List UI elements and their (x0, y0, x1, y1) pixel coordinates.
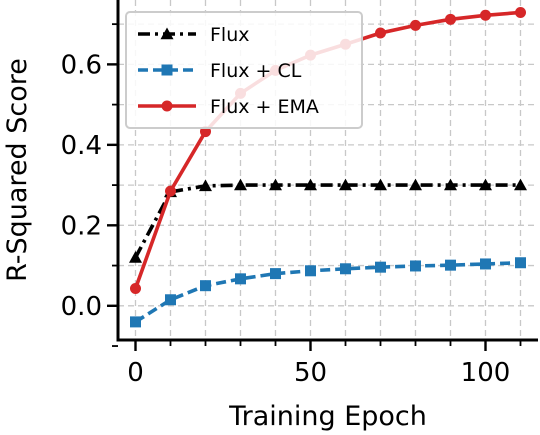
data-point-square (130, 316, 141, 328)
x-tick-label: 0 (127, 358, 144, 388)
data-point-square (515, 257, 526, 269)
data-point-triangle (160, 27, 174, 40)
x-axis-label: Training Epoch (228, 401, 427, 432)
data-point-circle (165, 185, 176, 197)
data-point-circle (410, 19, 421, 31)
data-point-square (445, 259, 456, 271)
data-point-triangle (129, 251, 142, 263)
data-point-square (340, 263, 351, 275)
data-point-square (161, 64, 173, 76)
x-tick-label: 100 (461, 358, 511, 388)
legend-frame (125, 11, 363, 129)
series-line (133, 183, 521, 259)
axes (116, 0, 538, 342)
x-tick-label: 50 (294, 358, 327, 388)
data-point-square (200, 280, 211, 292)
data-point-triangle (374, 178, 387, 191)
data-point-triangle (304, 178, 317, 191)
data-point-square (270, 268, 281, 280)
data-point-square (480, 258, 491, 270)
legend-label: Flux + EMA (210, 96, 319, 118)
data-point-circle (130, 282, 141, 294)
data-point-triangle (234, 178, 247, 191)
data-point-circle (375, 27, 386, 39)
data-point-triangle (479, 178, 492, 191)
data-point-circle (480, 9, 491, 21)
y-tick-label: 0.6 (61, 50, 102, 80)
data-point-square (410, 260, 421, 272)
data-point-circle (515, 6, 526, 18)
data-point-square (165, 294, 176, 306)
y-tick-label: 0.0 (61, 292, 102, 322)
y-tick-label: 0.2 (61, 211, 102, 241)
data-point-triangle (409, 178, 422, 191)
y-tick-label: 0.4 (61, 131, 102, 161)
series-0 (129, 178, 527, 263)
y-axis-label: R-Squared Score (2, 58, 33, 282)
data-point-triangle (199, 179, 212, 192)
legend-label: Flux (210, 24, 250, 46)
data-point-triangle (444, 178, 457, 191)
series-1 (130, 257, 526, 328)
legend-label: Flux + CL (210, 60, 302, 82)
data-point-square (235, 273, 246, 285)
data-point-square (375, 261, 386, 273)
ticks: 0 50 100 0.0 0.2 0.4 0.6 (61, 23, 522, 388)
data-point-triangle (339, 178, 352, 191)
data-point-circle (445, 13, 456, 25)
data-point-circle (161, 100, 173, 112)
legend: Flux Flux + CL Flux + EMA (125, 11, 363, 129)
series-line (134, 260, 521, 324)
data-point-triangle (514, 178, 527, 191)
data-point-triangle (269, 178, 282, 191)
data-point-square (305, 265, 316, 277)
